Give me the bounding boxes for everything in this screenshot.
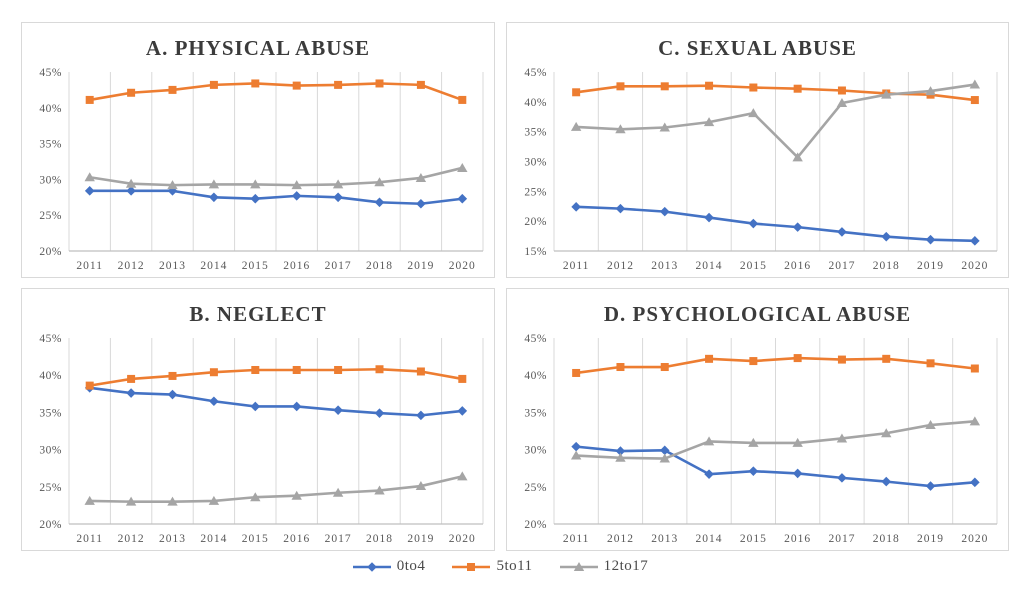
- svg-text:40%: 40%: [39, 103, 62, 115]
- svg-text:2017: 2017: [325, 260, 352, 272]
- panel-sexual-abuse: C. SEXUAL ABUSE 45% 40% 35% 30% 25% 20% 15% 201…: [506, 22, 1009, 278]
- legend-item-5to11: 5to11: [451, 558, 532, 575]
- svg-text:2015: 2015: [740, 533, 767, 545]
- panel-physical-abuse: A. PHYSICAL ABUSE 45% 40% 35% 30% 25% 20% 2011…: [21, 22, 495, 278]
- svg-text:2015: 2015: [242, 533, 269, 545]
- svg-text:2020: 2020: [961, 260, 988, 272]
- svg-text:2014: 2014: [200, 260, 227, 272]
- svg-text:35%: 35%: [524, 127, 547, 139]
- svg-text:2011: 2011: [76, 533, 103, 545]
- svg-text:30%: 30%: [524, 157, 547, 169]
- legend-label-5to11: 5to11: [496, 558, 533, 574]
- svg-text:2014: 2014: [696, 260, 723, 272]
- svg-text:20%: 20%: [39, 246, 62, 258]
- svg-text:2013: 2013: [159, 260, 186, 272]
- svg-text:2018: 2018: [873, 533, 900, 545]
- legend-label-0to4: 0to4: [396, 558, 426, 574]
- svg-text:2011: 2011: [563, 260, 590, 272]
- legend-marker-12to17-icon: [559, 561, 598, 571]
- svg-text:25%: 25%: [39, 210, 62, 222]
- svg-text:45%: 45%: [524, 333, 547, 345]
- legend-marker-0to4-icon: [352, 561, 391, 572]
- svg-text:2017: 2017: [828, 260, 855, 272]
- svg-text:45%: 45%: [39, 67, 62, 79]
- svg-text:2016: 2016: [283, 260, 310, 272]
- svg-text:2011: 2011: [563, 533, 590, 545]
- legend-item-12to17: 12to17: [559, 558, 649, 575]
- svg-text:2012: 2012: [118, 260, 145, 272]
- chart-physical-abuse: 45% 40% 35% 30% 25% 20% 2011 2012 2013 2014 2015 20…: [39, 67, 484, 272]
- svg-text:2015: 2015: [242, 260, 269, 272]
- svg-text:2019: 2019: [917, 260, 944, 272]
- svg-text:2018: 2018: [366, 260, 393, 272]
- svg-text:2014: 2014: [696, 533, 723, 545]
- svg-text:2011: 2011: [76, 260, 103, 272]
- svg-text:35%: 35%: [39, 139, 62, 151]
- svg-text:2014: 2014: [200, 533, 227, 545]
- panel-psychological-abuse: D. PSYCHOLOGICAL ABUSE 45% 40% 35% 30% 25% 20…: [506, 288, 1009, 551]
- svg-text:2020: 2020: [449, 533, 476, 545]
- svg-text:40%: 40%: [524, 370, 547, 382]
- svg-text:20%: 20%: [39, 519, 62, 531]
- legend-label-12to17: 12to17: [603, 558, 649, 574]
- svg-text:2020: 2020: [449, 260, 476, 272]
- chart-neglect: 45% 40% 35% 30% 25% 20% 2011 2012 2013 2014 2015 20…: [39, 333, 484, 545]
- svg-text:25%: 25%: [39, 482, 62, 494]
- panel-grid: A. PHYSICAL ABUSE 45% 40% 35% 30% 25% 20% 2011…: [21, 22, 1009, 551]
- svg-text:45%: 45%: [524, 67, 547, 79]
- svg-text:2013: 2013: [651, 260, 678, 272]
- svg-text:20%: 20%: [524, 519, 547, 531]
- svg-text:40%: 40%: [524, 97, 547, 109]
- panel-title-psychological-abuse: D. PSYCHOLOGICAL ABUSE: [603, 302, 912, 326]
- svg-text:2016: 2016: [283, 533, 310, 545]
- svg-text:20%: 20%: [524, 216, 547, 228]
- panel-title-neglect: B. NEGLECT: [189, 302, 327, 326]
- svg-text:2017: 2017: [828, 533, 855, 545]
- svg-text:30%: 30%: [39, 174, 62, 186]
- svg-text:25%: 25%: [524, 482, 547, 494]
- svg-text:2012: 2012: [118, 533, 145, 545]
- chart-sexual-abuse: 45% 40% 35% 30% 25% 20% 15% 2011 2012 2013 2014 201…: [524, 67, 998, 272]
- legend: 0to4 5to11 12to17: [0, 558, 1000, 575]
- svg-text:2012: 2012: [607, 260, 634, 272]
- svg-text:30%: 30%: [39, 445, 62, 457]
- legend-item-0to4: 0to4: [352, 558, 426, 575]
- panel-neglect: B. NEGLECT 45% 40% 35% 30% 25% 20% 2011 2012 201…: [21, 288, 495, 551]
- legend-marker-5to11-icon: [452, 562, 491, 571]
- svg-text:2018: 2018: [873, 260, 900, 272]
- svg-text:2016: 2016: [784, 533, 811, 545]
- svg-text:35%: 35%: [524, 407, 547, 419]
- svg-text:25%: 25%: [524, 186, 547, 198]
- panel-title-sexual-abuse: C. SEXUAL ABUSE: [658, 36, 857, 60]
- svg-text:2017: 2017: [325, 533, 352, 545]
- svg-text:40%: 40%: [39, 370, 62, 382]
- svg-text:2020: 2020: [961, 533, 988, 545]
- svg-text:30%: 30%: [524, 445, 547, 457]
- svg-text:2019: 2019: [407, 533, 434, 545]
- svg-text:2018: 2018: [366, 533, 393, 545]
- svg-text:2019: 2019: [407, 260, 434, 272]
- panel-title-physical-abuse: A. PHYSICAL ABUSE: [145, 36, 371, 60]
- svg-text:35%: 35%: [39, 407, 62, 419]
- svg-text:2015: 2015: [740, 260, 767, 272]
- svg-text:2019: 2019: [917, 533, 944, 545]
- svg-text:45%: 45%: [39, 333, 62, 345]
- svg-text:2013: 2013: [651, 533, 678, 545]
- svg-text:2016: 2016: [784, 260, 811, 272]
- chart-psychological-abuse: 45% 40% 35% 30% 25% 20% 2011 2012 2013 2014 2015 20…: [524, 333, 998, 545]
- svg-text:2013: 2013: [159, 533, 186, 545]
- svg-text:15%: 15%: [524, 246, 547, 258]
- svg-text:2012: 2012: [607, 533, 634, 545]
